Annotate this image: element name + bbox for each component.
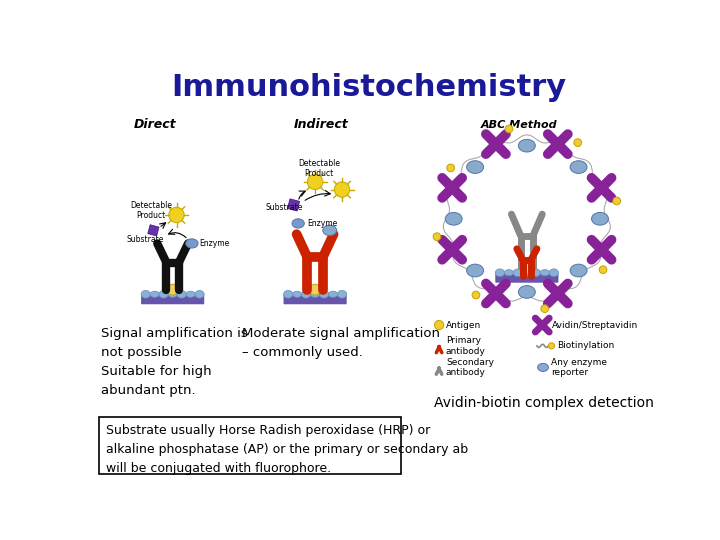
Ellipse shape	[504, 269, 513, 276]
Ellipse shape	[284, 291, 293, 298]
Ellipse shape	[292, 291, 302, 298]
Ellipse shape	[592, 212, 608, 225]
FancyBboxPatch shape	[141, 295, 204, 304]
Ellipse shape	[445, 212, 462, 225]
FancyBboxPatch shape	[495, 273, 559, 283]
Ellipse shape	[328, 291, 338, 298]
Circle shape	[310, 284, 320, 295]
Ellipse shape	[195, 291, 204, 298]
FancyBboxPatch shape	[284, 295, 346, 304]
Ellipse shape	[522, 269, 531, 276]
Text: Any enzyme
reporter: Any enzyme reporter	[551, 357, 607, 377]
Text: Secondary
antibody: Secondary antibody	[446, 357, 494, 377]
Circle shape	[434, 320, 444, 330]
Circle shape	[334, 182, 350, 197]
Circle shape	[505, 125, 513, 133]
Circle shape	[549, 343, 554, 349]
Ellipse shape	[150, 291, 159, 298]
Text: Indirect: Indirect	[294, 118, 348, 131]
Ellipse shape	[292, 219, 305, 228]
Ellipse shape	[159, 291, 168, 298]
Ellipse shape	[570, 161, 587, 173]
Ellipse shape	[467, 161, 484, 173]
Text: Substrate: Substrate	[127, 235, 164, 244]
Ellipse shape	[323, 225, 337, 235]
Ellipse shape	[338, 291, 346, 298]
Text: Biotinylation: Biotinylation	[557, 341, 614, 350]
Ellipse shape	[549, 269, 559, 276]
FancyBboxPatch shape	[99, 417, 400, 474]
Circle shape	[167, 284, 178, 295]
Ellipse shape	[141, 291, 150, 298]
Ellipse shape	[302, 291, 311, 298]
Ellipse shape	[467, 264, 484, 277]
Ellipse shape	[320, 291, 329, 298]
Bar	[287, 199, 300, 211]
Ellipse shape	[168, 291, 177, 298]
Ellipse shape	[177, 291, 186, 298]
Ellipse shape	[538, 363, 549, 372]
Text: Immunohistochemistry: Immunohistochemistry	[171, 73, 567, 103]
Text: Enzyme: Enzyme	[307, 219, 338, 228]
Text: Detectable
Product: Detectable Product	[298, 159, 340, 178]
Ellipse shape	[540, 269, 549, 276]
Ellipse shape	[186, 239, 198, 248]
Circle shape	[307, 174, 323, 190]
Text: Primary
antibody: Primary antibody	[446, 336, 486, 355]
Text: Substrate: Substrate	[265, 202, 302, 212]
Text: Direct: Direct	[134, 118, 177, 131]
Ellipse shape	[186, 291, 195, 298]
Circle shape	[521, 262, 532, 273]
Text: Detectable
Product: Detectable Product	[130, 201, 172, 220]
Circle shape	[574, 139, 582, 146]
Text: Substrate usually Horse Radish peroxidase (HRP) or
alkaline phosphatase (AP) or : Substrate usually Horse Radish peroxidas…	[106, 423, 468, 475]
Circle shape	[433, 233, 441, 240]
Text: Antigen: Antigen	[446, 321, 481, 329]
Text: Avidin-biotin complex detection: Avidin-biotin complex detection	[434, 396, 654, 410]
Circle shape	[472, 291, 480, 299]
Circle shape	[613, 197, 621, 205]
Circle shape	[168, 207, 184, 222]
Ellipse shape	[570, 264, 587, 277]
Circle shape	[541, 305, 549, 313]
Circle shape	[447, 164, 454, 172]
Ellipse shape	[495, 269, 505, 276]
Circle shape	[599, 266, 607, 274]
Ellipse shape	[518, 286, 536, 298]
Ellipse shape	[531, 269, 541, 276]
Text: Enzyme: Enzyme	[199, 239, 230, 248]
Text: Signal amplification is
not possible
Suitable for high
abundant ptn.: Signal amplification is not possible Sui…	[101, 327, 248, 396]
Ellipse shape	[513, 269, 523, 276]
Bar	[148, 225, 159, 236]
Ellipse shape	[310, 291, 320, 298]
Text: ABC Method: ABC Method	[481, 120, 557, 130]
Ellipse shape	[518, 139, 536, 152]
Text: Avidin/Streptavidin: Avidin/Streptavidin	[552, 321, 639, 329]
Text: Moderate signal amplification
– commonly used.: Moderate signal amplification – commonly…	[242, 327, 440, 359]
